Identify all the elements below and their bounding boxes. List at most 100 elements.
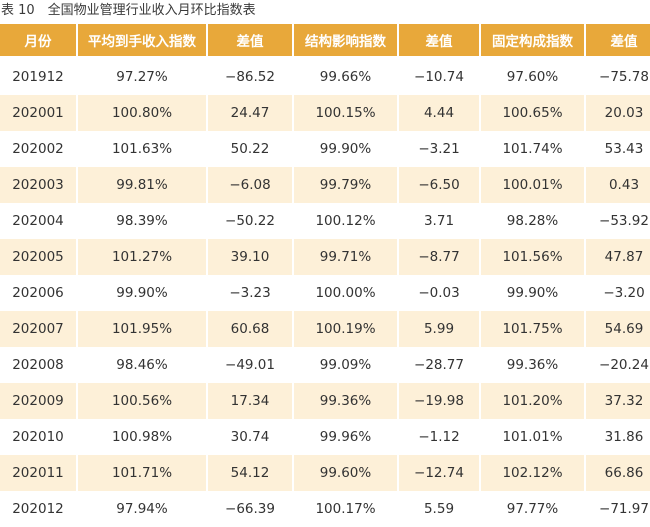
avg-income-index-cell: 100.80%: [78, 95, 206, 131]
avg-income-index-cell: 98.46%: [78, 347, 206, 383]
diff-2-cell: −0.03: [399, 275, 479, 311]
diff-3-cell: 47.87: [586, 239, 650, 275]
avg-income-index-cell: 99.81%: [78, 167, 206, 203]
header-month: 月份: [0, 24, 76, 59]
diff-2-cell: −1.12: [399, 419, 479, 455]
diff-3-cell: 66.86: [586, 455, 650, 491]
diff-3-cell: 31.86: [586, 419, 650, 455]
fixed-index-cell: 102.12%: [481, 455, 584, 491]
fixed-index-cell: 98.28%: [481, 203, 584, 239]
diff-1-cell: −50.22: [208, 203, 292, 239]
avg-income-index-cell: 98.39%: [78, 203, 206, 239]
fixed-index-cell: 101.20%: [481, 383, 584, 419]
month-cell: 202012: [0, 491, 76, 527]
diff-2-cell: 4.44: [399, 95, 479, 131]
fixed-index-cell: 101.01%: [481, 419, 584, 455]
diff-1-cell: −66.39: [208, 491, 292, 527]
fixed-index-cell: 100.65%: [481, 95, 584, 131]
diff-1-cell: −86.52: [208, 59, 292, 95]
diff-1-cell: 39.10: [208, 239, 292, 275]
header-diff-3: 差值: [586, 24, 650, 59]
fixed-index-cell: 101.75%: [481, 311, 584, 347]
diff-2-cell: 5.59: [399, 491, 479, 527]
diff-3-cell: 20.03: [586, 95, 650, 131]
structure-index-cell: 100.19%: [294, 311, 397, 347]
diff-1-cell: −3.23: [208, 275, 292, 311]
header-diff-1: 差值: [208, 24, 292, 59]
diff-1-cell: 54.12: [208, 455, 292, 491]
month-cell: 202005: [0, 239, 76, 275]
structure-index-cell: 99.96%: [294, 419, 397, 455]
table-row: 202005 101.27% 39.10 99.71% −8.77 101.56% 47.8…: [0, 239, 650, 275]
diff-1-cell: 60.68: [208, 311, 292, 347]
header-fixed-index: 固定构成指数: [481, 24, 584, 59]
diff-3-cell: 54.69: [586, 311, 650, 347]
structure-index-cell: 99.09%: [294, 347, 397, 383]
diff-2-cell: 3.71: [399, 203, 479, 239]
fixed-index-cell: 99.90%: [481, 275, 584, 311]
table-row: 202003 99.81% −6.08 99.79% −6.50 100.01% 0.43: [0, 167, 650, 203]
structure-index-cell: 99.79%: [294, 167, 397, 203]
index-table: 月份 平均到手收入指数 差值 结构影响指数 差值 固定构成指数 差值 20191…: [0, 24, 650, 527]
structure-index-cell: 100.00%: [294, 275, 397, 311]
table-caption: 表 10 全国物业管理行业收入月环比指数表: [1, 3, 256, 18]
diff-3-cell: −53.92: [586, 203, 650, 239]
diff-1-cell: 24.47: [208, 95, 292, 131]
diff-3-cell: 53.43: [586, 131, 650, 167]
month-cell: 202007: [0, 311, 76, 347]
diff-2-cell: −19.98: [399, 383, 479, 419]
table-header-row: 月份 平均到手收入指数 差值 结构影响指数 差值 固定构成指数 差值: [0, 24, 650, 59]
fixed-index-cell: 97.60%: [481, 59, 584, 95]
diff-2-cell: −28.77: [399, 347, 479, 383]
avg-income-index-cell: 97.94%: [78, 491, 206, 527]
month-cell: 202002: [0, 131, 76, 167]
avg-income-index-cell: 100.98%: [78, 419, 206, 455]
header-avg-income-index: 平均到手收入指数: [78, 24, 206, 59]
month-cell: 202003: [0, 167, 76, 203]
month-cell: 202006: [0, 275, 76, 311]
month-cell: 201912: [0, 59, 76, 95]
structure-index-cell: 99.36%: [294, 383, 397, 419]
table-row: 202009 100.56% 17.34 99.36% −19.98 101.20% 37.…: [0, 383, 650, 419]
table-row: 202004 98.39% −50.22 100.12% 3.71 98.28% −53.9…: [0, 203, 650, 239]
fixed-index-cell: 101.56%: [481, 239, 584, 275]
avg-income-index-cell: 97.27%: [78, 59, 206, 95]
diff-2-cell: −8.77: [399, 239, 479, 275]
diff-1-cell: −6.08: [208, 167, 292, 203]
diff-3-cell: 0.43: [586, 167, 650, 203]
structure-index-cell: 99.66%: [294, 59, 397, 95]
diff-2-cell: −6.50: [399, 167, 479, 203]
month-cell: 202008: [0, 347, 76, 383]
structure-index-cell: 99.71%: [294, 239, 397, 275]
diff-3-cell: −20.24: [586, 347, 650, 383]
month-cell: 202001: [0, 95, 76, 131]
diff-1-cell: 17.34: [208, 383, 292, 419]
month-cell: 202010: [0, 419, 76, 455]
diff-2-cell: −12.74: [399, 455, 479, 491]
table-body: 201912 97.27% −86.52 99.66% −10.74 97.60% −75.…: [0, 59, 650, 527]
structure-index-cell: 100.12%: [294, 203, 397, 239]
avg-income-index-cell: 101.63%: [78, 131, 206, 167]
fixed-index-cell: 99.36%: [481, 347, 584, 383]
structure-index-cell: 100.17%: [294, 491, 397, 527]
table-row: 202008 98.46% −49.01 99.09% −28.77 99.36% −20.…: [0, 347, 650, 383]
fixed-index-cell: 100.01%: [481, 167, 584, 203]
table-row: 202002 101.63% 50.22 99.90% −3.21 101.74% 53.4…: [0, 131, 650, 167]
diff-2-cell: −10.74: [399, 59, 479, 95]
structure-index-cell: 100.15%: [294, 95, 397, 131]
diff-1-cell: 30.74: [208, 419, 292, 455]
table-row: 201912 97.27% −86.52 99.66% −10.74 97.60% −75.…: [0, 59, 650, 95]
diff-3-cell: 37.32: [586, 383, 650, 419]
header-diff-2: 差值: [399, 24, 479, 59]
diff-3-cell: −3.20: [586, 275, 650, 311]
structure-index-cell: 99.60%: [294, 455, 397, 491]
diff-2-cell: 5.99: [399, 311, 479, 347]
diff-2-cell: −3.21: [399, 131, 479, 167]
avg-income-index-cell: 101.71%: [78, 455, 206, 491]
header-structure-index: 结构影响指数: [294, 24, 397, 59]
table-row: 202012 97.94% −66.39 100.17% 5.59 97.77% −71.9…: [0, 491, 650, 527]
avg-income-index-cell: 99.90%: [78, 275, 206, 311]
avg-income-index-cell: 101.95%: [78, 311, 206, 347]
structure-index-cell: 99.90%: [294, 131, 397, 167]
diff-1-cell: −49.01: [208, 347, 292, 383]
